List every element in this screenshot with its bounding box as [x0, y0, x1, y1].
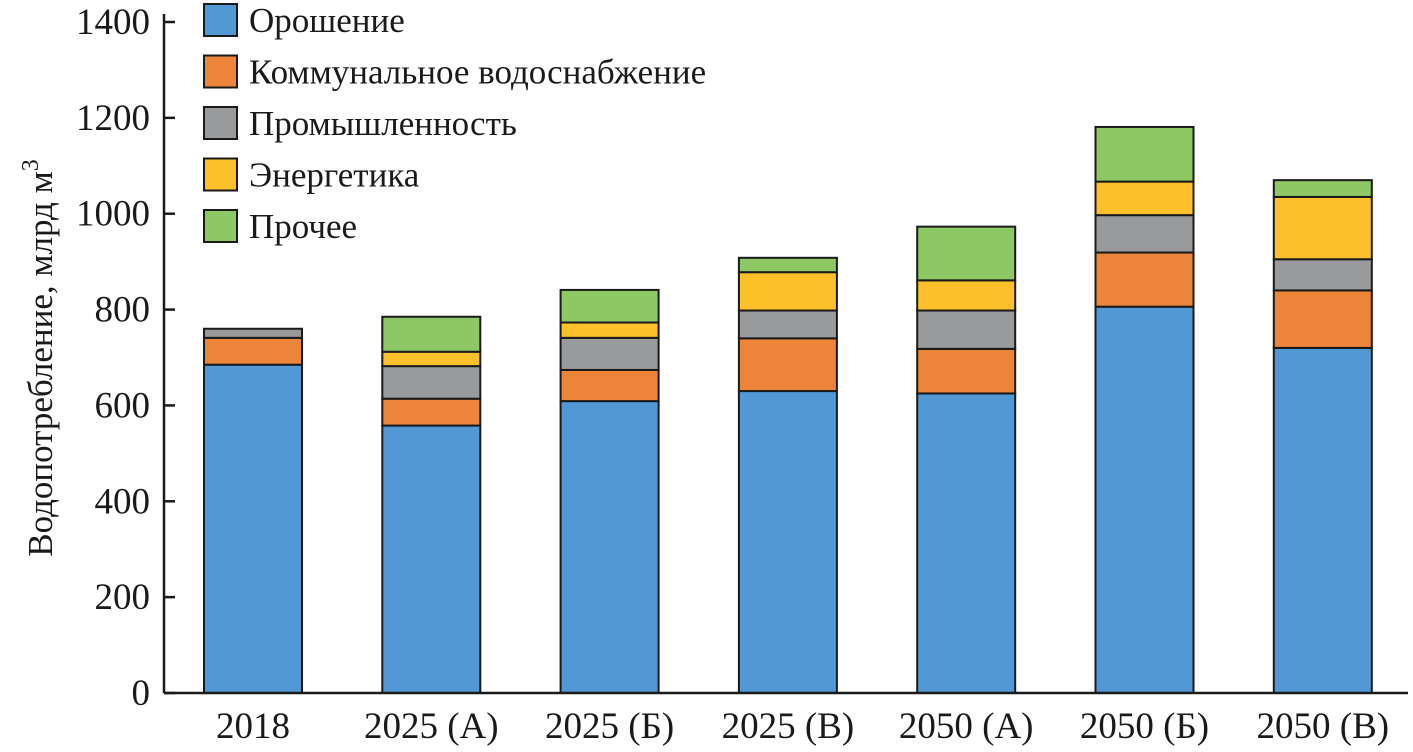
bar-segment	[1272, 179, 1373, 198]
bar-segment	[1094, 305, 1195, 694]
bar-segment	[737, 390, 838, 694]
bar-segment	[1272, 258, 1373, 292]
bar-segment	[1094, 180, 1195, 217]
y-tick-label: 1200	[76, 98, 150, 139]
y-tick-label: 600	[95, 385, 151, 426]
bar-segment	[737, 309, 838, 340]
bar-segment	[737, 271, 838, 312]
x-tick-label: 2018	[216, 706, 290, 747]
x-ticks-group: 2018 2025 (А) 2025 (Б) 2025 (В) 2050 (А) 2050…	[216, 706, 1389, 747]
x-tick-label: 2025 (А)	[364, 706, 499, 747]
legend-item: Орошение	[203, 1, 405, 40]
y-axis-title-superscript: 3	[18, 159, 44, 171]
bar-segment	[737, 337, 838, 393]
y-axis-title-text: Водопотребление, млрд м	[21, 171, 60, 556]
legend-label: Прочее	[249, 207, 357, 246]
y-axis-title: Водопотребление, млрд м3	[18, 159, 60, 556]
bar-stack	[559, 288, 660, 694]
bar-segment	[916, 279, 1017, 312]
legend-swatch	[203, 3, 238, 37]
bar-stack	[737, 256, 838, 694]
y-tick-label: 0	[132, 673, 151, 714]
legend-label: Энергетика	[249, 156, 420, 195]
bar-segment	[1272, 195, 1373, 261]
bar-stack	[203, 327, 303, 694]
bar-segment	[916, 225, 1017, 282]
bar-segment	[559, 368, 660, 403]
bar-stack	[381, 315, 482, 694]
legend-label: Орошение	[249, 1, 405, 40]
bar-segment	[737, 256, 838, 274]
bar-segment	[381, 350, 482, 368]
legend-label: Промышленность	[249, 104, 517, 143]
bar-stack	[916, 225, 1017, 694]
bar-segment	[1094, 251, 1195, 308]
x-tick-label: 2050 (Б)	[1080, 706, 1209, 747]
bar-segment	[203, 336, 303, 366]
legend-swatch	[203, 54, 238, 89]
bar-segment	[916, 347, 1017, 395]
bar-segment	[559, 288, 660, 324]
axes-group	[162, 14, 1408, 695]
bar-segment	[1094, 214, 1195, 254]
y-tick-label: 400	[95, 481, 151, 522]
legend-item: Промышленность	[203, 104, 517, 143]
bar-segment	[559, 400, 660, 694]
legend-swatch	[203, 106, 238, 140]
x-tick-label: 2025 (Б)	[545, 706, 674, 747]
bars-group	[203, 125, 1373, 694]
legend-item: Коммунальное водоснабжение	[203, 53, 706, 92]
bar-segment	[1272, 346, 1373, 694]
legend-label: Коммунальное водоснабжение	[249, 53, 706, 92]
y-tick-label: 800	[95, 290, 151, 331]
bar-segment	[203, 327, 303, 339]
bar-segment	[1094, 125, 1195, 183]
legend: Орошение Коммунальное водоснабжение Промыш…	[203, 1, 706, 246]
y-tick-label: 1000	[76, 194, 150, 235]
x-tick-label: 2025 (В)	[722, 706, 855, 747]
y-tick-label: 1400	[76, 2, 150, 43]
legend-swatch	[203, 157, 238, 192]
bar-segment	[1272, 289, 1373, 349]
bar-stack	[1094, 125, 1195, 694]
bar-stack	[1272, 179, 1373, 694]
bar-segment	[559, 321, 660, 339]
y-ticks-group: 0 200 400 600 800 1000 1200 1400	[76, 2, 175, 714]
x-tick-label: 2050 (В)	[1257, 706, 1390, 747]
y-tick-label: 200	[95, 577, 151, 618]
legend-item: Прочее	[203, 207, 357, 246]
bar-segment	[916, 309, 1017, 350]
bar-segment	[203, 363, 303, 694]
bar-segment	[381, 315, 482, 353]
x-tick-label: 2050 (А)	[899, 706, 1034, 747]
bar-segment	[916, 392, 1017, 694]
bar-segment	[381, 424, 482, 694]
legend-swatch	[203, 209, 238, 243]
bar-segment	[381, 365, 482, 400]
bar-segment	[381, 397, 482, 427]
legend-item: Энергетика	[203, 156, 420, 195]
bar-segment	[559, 336, 660, 371]
